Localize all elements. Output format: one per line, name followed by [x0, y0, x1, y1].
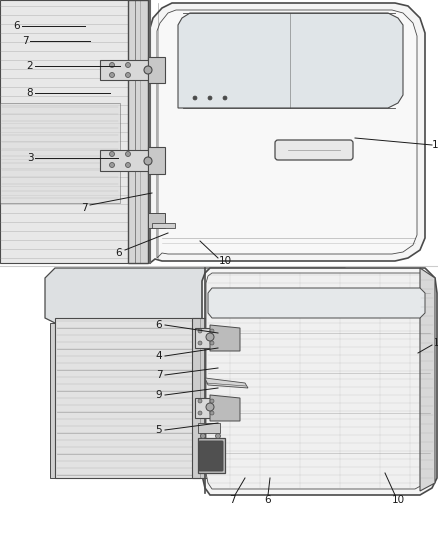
Circle shape	[210, 399, 214, 403]
Text: 1: 1	[433, 338, 438, 348]
Circle shape	[223, 96, 227, 100]
Text: 7: 7	[229, 495, 235, 505]
Polygon shape	[210, 395, 240, 421]
Polygon shape	[420, 268, 435, 491]
FancyBboxPatch shape	[275, 140, 353, 160]
Text: 3: 3	[27, 153, 33, 163]
Circle shape	[210, 341, 214, 345]
Text: 10: 10	[219, 256, 232, 266]
Polygon shape	[202, 268, 437, 495]
Polygon shape	[178, 13, 403, 108]
Circle shape	[126, 72, 131, 77]
Polygon shape	[55, 318, 200, 478]
Polygon shape	[198, 423, 220, 433]
Text: 7: 7	[81, 203, 87, 213]
Polygon shape	[157, 10, 417, 258]
Text: 1: 1	[432, 140, 438, 150]
Circle shape	[193, 96, 197, 100]
Circle shape	[144, 157, 152, 165]
Polygon shape	[192, 318, 210, 478]
Circle shape	[215, 433, 220, 439]
Circle shape	[126, 62, 131, 68]
Polygon shape	[205, 378, 248, 388]
Polygon shape	[128, 0, 148, 263]
Circle shape	[198, 399, 202, 403]
Text: 7: 7	[155, 370, 162, 380]
Polygon shape	[148, 147, 165, 174]
Polygon shape	[0, 103, 120, 203]
FancyBboxPatch shape	[199, 441, 223, 471]
Polygon shape	[206, 273, 431, 489]
Circle shape	[198, 329, 202, 333]
Circle shape	[126, 163, 131, 167]
Polygon shape	[50, 323, 60, 478]
Circle shape	[208, 96, 212, 100]
Polygon shape	[45, 268, 355, 323]
Text: 6: 6	[116, 248, 122, 258]
Text: 7: 7	[22, 36, 28, 46]
Circle shape	[110, 151, 114, 157]
Text: 6: 6	[265, 495, 271, 505]
Circle shape	[144, 66, 152, 74]
Circle shape	[210, 411, 214, 415]
Text: 4: 4	[155, 351, 162, 361]
Polygon shape	[100, 60, 148, 80]
Circle shape	[210, 329, 214, 333]
Polygon shape	[198, 438, 225, 473]
Text: 6: 6	[155, 320, 162, 330]
Text: 10: 10	[392, 495, 405, 505]
Text: 2: 2	[27, 61, 33, 71]
Circle shape	[110, 72, 114, 77]
Circle shape	[198, 411, 202, 415]
Polygon shape	[152, 223, 175, 228]
Polygon shape	[0, 0, 148, 263]
Text: 6: 6	[14, 21, 20, 31]
Circle shape	[198, 341, 202, 345]
Circle shape	[201, 433, 205, 439]
Circle shape	[110, 62, 114, 68]
Text: 8: 8	[27, 88, 33, 98]
Polygon shape	[195, 398, 218, 418]
Polygon shape	[148, 57, 165, 83]
Text: 5: 5	[155, 425, 162, 435]
Text: 9: 9	[155, 390, 162, 400]
Circle shape	[206, 333, 214, 341]
Circle shape	[206, 403, 214, 411]
Polygon shape	[148, 213, 165, 228]
Polygon shape	[150, 3, 425, 263]
Circle shape	[110, 163, 114, 167]
Polygon shape	[208, 288, 425, 318]
Polygon shape	[210, 325, 240, 351]
Polygon shape	[195, 328, 218, 348]
Polygon shape	[100, 150, 148, 171]
Circle shape	[126, 151, 131, 157]
